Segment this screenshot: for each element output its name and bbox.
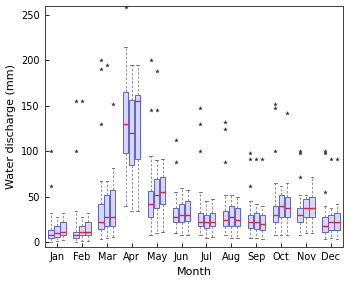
PathPatch shape [310, 197, 315, 217]
PathPatch shape [260, 215, 265, 230]
PathPatch shape [223, 211, 228, 226]
PathPatch shape [328, 215, 334, 230]
PathPatch shape [129, 100, 134, 165]
PathPatch shape [49, 230, 54, 238]
PathPatch shape [85, 222, 90, 235]
X-axis label: Month: Month [177, 267, 211, 277]
PathPatch shape [185, 201, 190, 221]
PathPatch shape [73, 231, 79, 238]
PathPatch shape [229, 206, 234, 226]
PathPatch shape [334, 213, 340, 230]
PathPatch shape [104, 195, 110, 226]
PathPatch shape [79, 226, 84, 235]
PathPatch shape [179, 204, 184, 222]
PathPatch shape [160, 177, 165, 204]
PathPatch shape [148, 190, 153, 217]
PathPatch shape [304, 199, 309, 217]
PathPatch shape [110, 190, 116, 226]
PathPatch shape [154, 179, 159, 208]
PathPatch shape [60, 222, 66, 235]
PathPatch shape [135, 95, 140, 159]
PathPatch shape [297, 208, 303, 222]
PathPatch shape [273, 206, 278, 222]
Y-axis label: Water discharge (mm): Water discharge (mm) [6, 64, 16, 189]
PathPatch shape [173, 208, 178, 222]
PathPatch shape [279, 195, 284, 217]
PathPatch shape [284, 197, 290, 217]
PathPatch shape [248, 215, 253, 228]
PathPatch shape [198, 213, 203, 226]
PathPatch shape [235, 208, 240, 226]
PathPatch shape [54, 226, 60, 237]
PathPatch shape [322, 217, 328, 231]
PathPatch shape [210, 213, 215, 226]
PathPatch shape [254, 213, 259, 229]
PathPatch shape [123, 92, 128, 153]
PathPatch shape [98, 204, 104, 229]
PathPatch shape [204, 215, 209, 228]
